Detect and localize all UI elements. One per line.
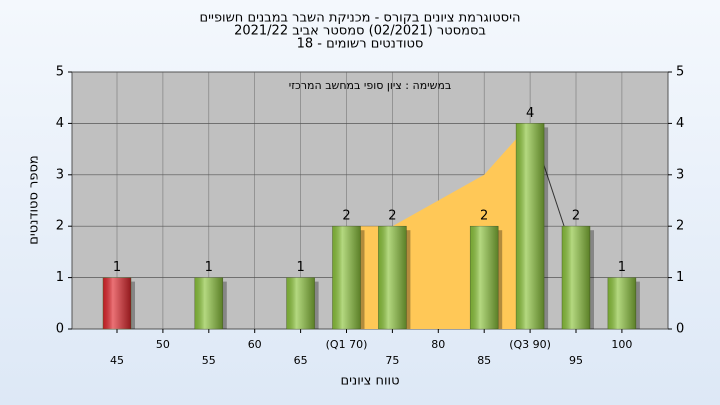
- x-tick-label: 75: [385, 354, 399, 367]
- x-tick-label: 50: [156, 338, 170, 351]
- y-tick-label: 5: [56, 65, 64, 80]
- y-tick-label: 2: [56, 219, 64, 234]
- x-tick-label: (Q3 90): [509, 338, 551, 351]
- y-tick-label-right: 5: [676, 65, 684, 80]
- x-tick-label: 45: [110, 354, 124, 367]
- y-tick-label: 4: [56, 116, 64, 131]
- title-line: סטודנטים רשומים - 18: [297, 37, 424, 52]
- x-tick-label: 65: [294, 354, 308, 367]
- bar-shine: [378, 226, 407, 329]
- annotation: במשימה : ציון סופי במחשב המרכזי: [289, 79, 452, 92]
- bar-shine: [332, 226, 361, 329]
- bar-shine: [286, 277, 315, 329]
- x-tick-label: 55: [202, 354, 216, 367]
- bar-shine: [103, 277, 131, 329]
- data-label: 4: [526, 106, 534, 121]
- y-axis-label: מספר סטודנטים: [27, 155, 42, 245]
- x-tick-label: 80: [431, 338, 445, 351]
- y-tick-label: 0: [56, 322, 64, 337]
- bar-shine: [607, 277, 636, 329]
- x-tick-label: 85: [477, 354, 491, 367]
- data-label: 2: [480, 209, 488, 224]
- bar-shine: [470, 226, 499, 329]
- bar-shine: [562, 226, 590, 329]
- data-label: 1: [113, 260, 121, 275]
- x-axis-label: טווח ציונים: [340, 374, 399, 389]
- y-tick-label-right: 0: [676, 322, 684, 337]
- y-tick-label-right: 1: [676, 270, 684, 285]
- y-tick-label-right: 2: [676, 219, 684, 234]
- x-tick-label: 100: [611, 338, 632, 351]
- bar-shine: [516, 123, 545, 330]
- bar-shine: [194, 277, 223, 329]
- x-tick-label: 60: [248, 338, 262, 351]
- y-tick-label: 1: [56, 270, 64, 285]
- data-label: 2: [572, 209, 580, 224]
- data-label: 2: [342, 209, 350, 224]
- data-label: 1: [296, 260, 304, 275]
- data-label: 1: [205, 260, 213, 275]
- title-line: היסטוגרמת ציונים בקורס - מכניקת השבר במב…: [200, 11, 521, 26]
- y-tick-label-right: 3: [676, 167, 684, 182]
- y-tick-label: 3: [56, 167, 64, 182]
- y-tick-label-right: 4: [676, 116, 684, 131]
- x-tick-label: 95: [569, 354, 583, 367]
- title-line: בסמסטר (02/2021) סמסטר אביב 2021/22: [234, 24, 486, 39]
- data-label: 2: [388, 209, 396, 224]
- data-label: 1: [618, 260, 626, 275]
- x-tick-label: (Q1 70): [326, 338, 368, 351]
